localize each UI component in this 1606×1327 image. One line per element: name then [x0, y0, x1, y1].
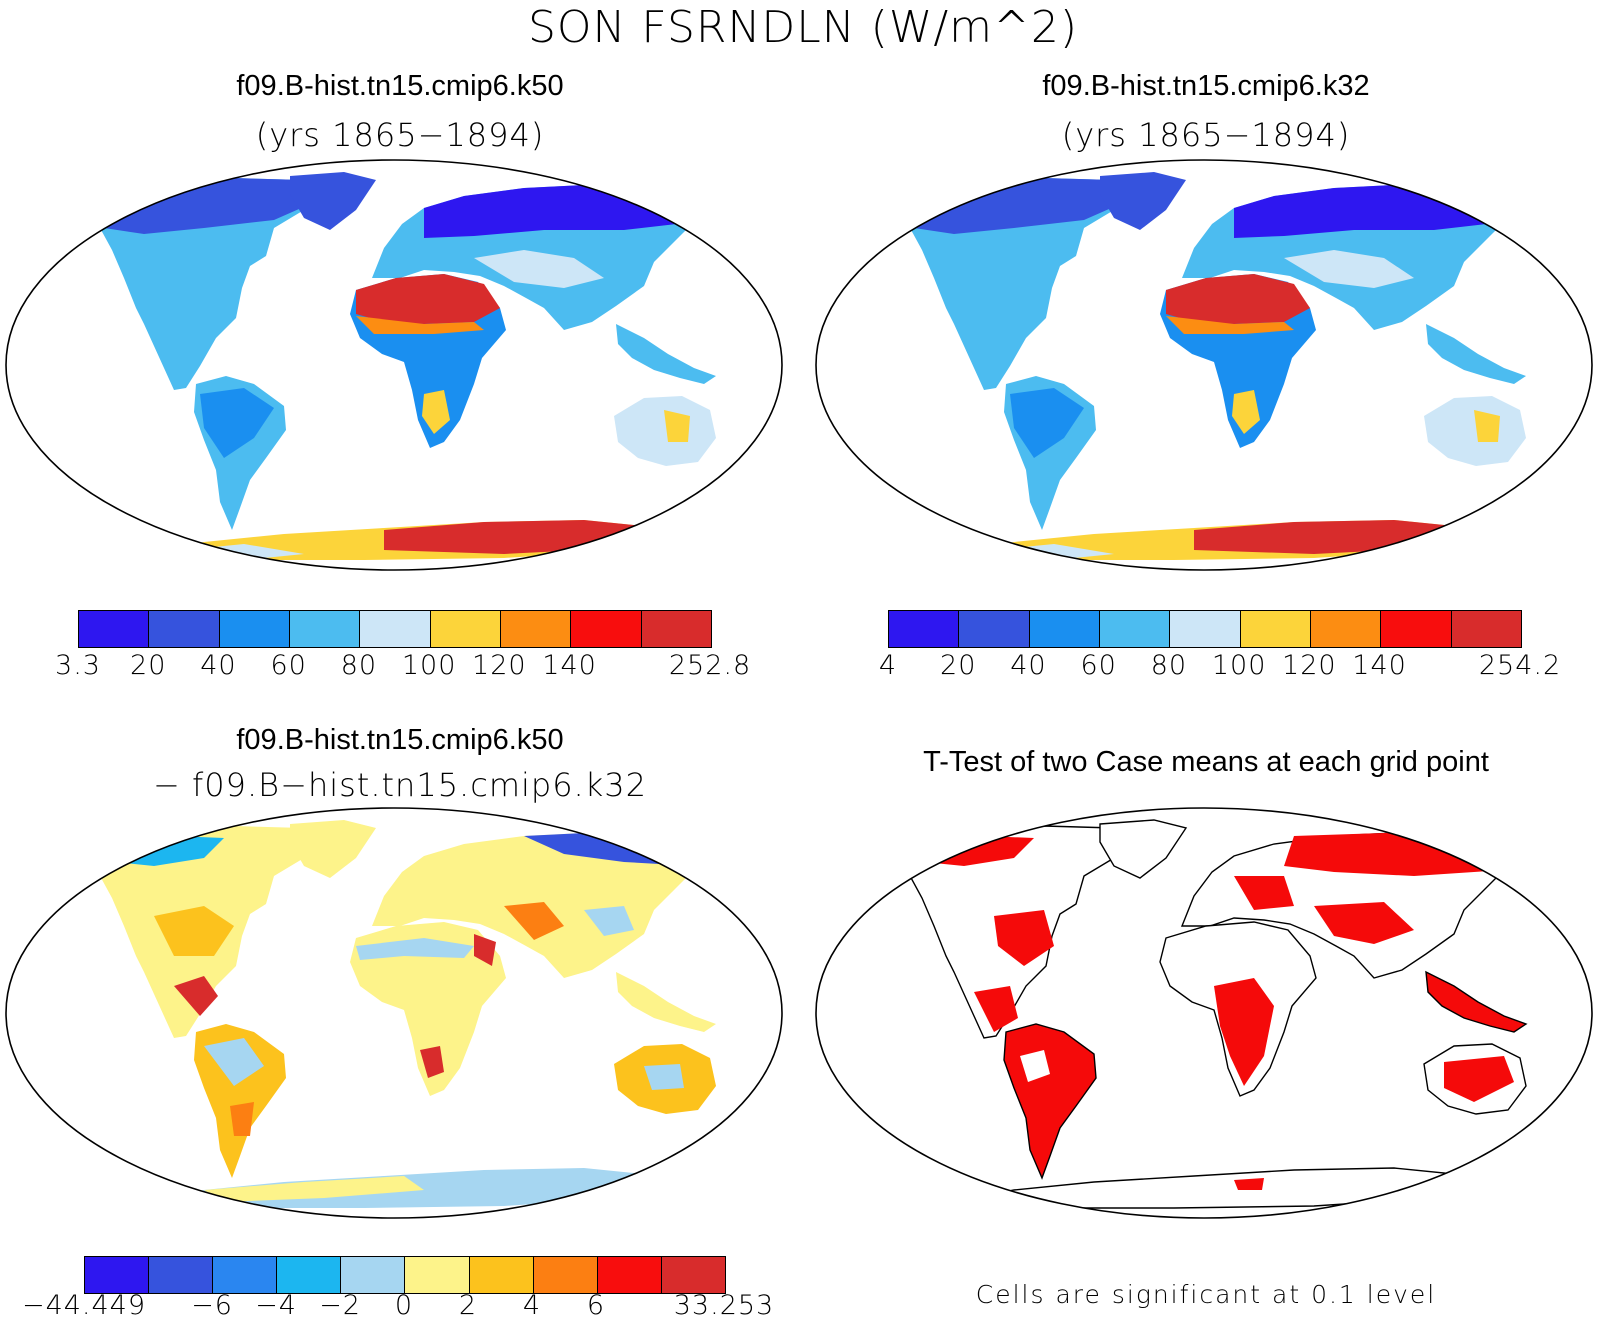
colorbar-swatch	[1240, 611, 1311, 647]
colorbar-tick-label: 120	[472, 650, 527, 681]
colorbar-swatch	[1029, 611, 1100, 647]
bottom-left-colorbar-labels: −44.449 −6 −4 −2 0 2 4 6 33.253	[0, 1290, 806, 1326]
colorbar-tick-label: 80	[1150, 650, 1188, 681]
colorbar-swatch	[277, 1257, 342, 1293]
colorbar-swatch	[149, 1257, 214, 1293]
top-right-colorbar-labels: 4 20 40 60 80 100 120 140 254.2	[810, 650, 1606, 690]
bottom-left-case-a: f09.B-hist.tn15.cmip6.k50	[236, 724, 564, 756]
colorbar-tick-label: −44.449	[21, 1290, 147, 1321]
colorbar-tick-label: 60	[270, 650, 307, 681]
colorbar-swatch	[469, 1257, 534, 1293]
top-right-colorbar	[888, 610, 1522, 648]
colorbar-swatch	[219, 611, 290, 647]
colorbar-tick-label: 140	[542, 650, 597, 681]
colorbar-swatch	[213, 1257, 278, 1293]
colorbar-tick-label: 4	[522, 1290, 542, 1321]
top-right-case-title: f09.B-hist.tn15.cmip6.k32	[1042, 70, 1370, 102]
colorbar-swatch	[889, 611, 960, 647]
colorbar-swatch	[360, 611, 431, 647]
top-left-years: (yrs 1865−1894)	[255, 116, 545, 154]
colorbar-swatch	[959, 611, 1030, 647]
colorbar-tick-label: 33.253	[673, 1290, 775, 1321]
colorbar-tick-label: 3.3	[55, 650, 101, 681]
colorbar-swatch	[85, 1257, 150, 1293]
colorbar-tick-label: 140	[1352, 650, 1407, 681]
colorbar-tick-label: 20	[130, 650, 167, 681]
colorbar-tick-label: −2	[319, 1290, 361, 1321]
colorbar-swatch	[533, 1257, 598, 1293]
bottom-left-colorbar	[84, 1256, 726, 1294]
colorbar-swatch	[661, 1257, 725, 1293]
colorbar-swatch	[149, 611, 220, 647]
colorbar-tick-label: 40	[200, 650, 237, 681]
top-left-colorbar-labels: 3.3 20 40 60 80 100 120 140 252.8	[0, 650, 800, 690]
colorbar-tick-label: 20	[940, 650, 977, 681]
colorbar-swatch	[1381, 611, 1452, 647]
bottom-right-map	[815, 807, 1593, 1219]
top-left-colorbar	[78, 610, 712, 648]
colorbar-swatch	[430, 611, 501, 647]
colorbar-tick-label: 60	[1080, 650, 1117, 681]
colorbar-tick-label: 2	[458, 1290, 478, 1321]
colorbar-swatch	[79, 611, 150, 647]
top-left-case-title: f09.B-hist.tn15.cmip6.k50	[236, 70, 564, 102]
colorbar-tick-label: 252.8	[668, 650, 752, 681]
colorbar-tick-label: 120	[1282, 650, 1337, 681]
significance-note: Cells are significant at 0.1 level	[975, 1280, 1437, 1309]
colorbar-swatch	[571, 611, 642, 647]
top-right-years: (yrs 1865−1894)	[1061, 116, 1351, 154]
colorbar-tick-label: 100	[1211, 650, 1267, 681]
bottom-left-map	[5, 807, 783, 1219]
colorbar-swatch	[500, 611, 572, 647]
colorbar-swatch	[341, 1257, 406, 1293]
top-right-map	[815, 159, 1593, 571]
top-left-map	[5, 159, 783, 571]
colorbar-swatch	[289, 611, 361, 647]
colorbar-tick-label: 254.2	[1478, 650, 1562, 681]
bottom-right-title: T-Test of two Case means at each grid po…	[923, 746, 1489, 778]
colorbar-swatch	[641, 611, 711, 647]
bottom-left-case-b: − f09.B−hist.tn15.cmip6.k32	[153, 766, 647, 804]
colorbar-swatch	[1310, 611, 1382, 647]
colorbar-tick-label: 80	[340, 650, 378, 681]
colorbar-tick-label: 0	[394, 1290, 414, 1321]
colorbar-swatch	[1099, 611, 1171, 647]
colorbar-tick-label: −4	[255, 1290, 297, 1321]
figure-title: SON FSRNDLN (W/m^2)	[527, 2, 1079, 53]
colorbar-tick-label: 6	[586, 1290, 606, 1321]
colorbar-tick-label: 4	[878, 650, 898, 681]
colorbar-tick-label: 100	[401, 650, 457, 681]
colorbar-tick-label: −6	[191, 1290, 233, 1321]
colorbar-swatch	[405, 1257, 470, 1293]
colorbar-swatch	[597, 1257, 662, 1293]
colorbar-tick-label: 40	[1010, 650, 1047, 681]
colorbar-swatch	[1451, 611, 1521, 647]
colorbar-swatch	[1170, 611, 1241, 647]
